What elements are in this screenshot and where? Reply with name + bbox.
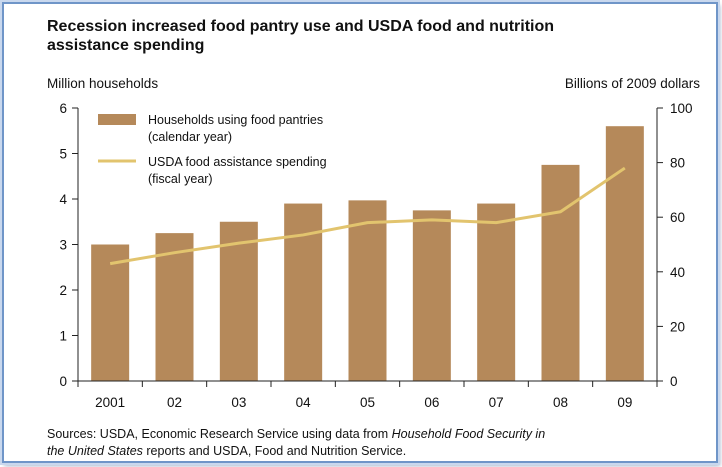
sources-italic-2: the United States (47, 444, 143, 458)
x-tick-label-04: 04 (296, 395, 312, 410)
left-tick-label-2: 2 (59, 283, 67, 298)
x-tick-label-03: 03 (231, 395, 246, 410)
right-tick-label-40: 40 (670, 265, 685, 280)
left-tick-label-1: 1 (59, 329, 67, 344)
chart-title-line2: assistance spending (47, 37, 204, 54)
x-tick-label-08: 08 (553, 395, 568, 410)
bar-03 (219, 221, 258, 381)
bar-09 (605, 126, 644, 381)
legend-label-bars: Households using food pantries (148, 113, 323, 127)
bar-02 (155, 233, 194, 381)
bars-group (91, 126, 644, 381)
left-tick-label-4: 4 (59, 192, 67, 207)
left-axis-label: Million households (47, 76, 158, 91)
x-tick-label-02: 02 (167, 395, 182, 410)
right-tick-label-0: 0 (670, 374, 678, 389)
right-tick-label-20: 20 (670, 319, 685, 334)
left-tick-label-3: 3 (59, 238, 67, 253)
x-tick-label-06: 06 (424, 395, 439, 410)
legend-label-line: USDA food assistance spending (148, 155, 327, 169)
left-tick-label-6: 6 (59, 101, 67, 116)
bar-08 (541, 164, 580, 381)
sources-italic-1: Household Food Security in (392, 427, 546, 441)
bar-05 (348, 200, 387, 381)
left-tick-label-0: 0 (59, 374, 67, 389)
chart-title-line1: Recession increased food pantry use and … (47, 18, 554, 35)
sources-suffix: reports and USDA, Food and Nutrition Ser… (143, 444, 406, 458)
right-tick-label-100: 100 (670, 101, 693, 116)
legend-swatch-bars (98, 114, 136, 125)
x-tick-label-09: 09 (617, 395, 632, 410)
bar-07 (477, 203, 516, 381)
bar-2001 (91, 244, 130, 381)
bar-06 (412, 210, 451, 381)
sources-prefix: Sources: USDA, Economic Research Service… (47, 427, 392, 441)
left-tick-label-5: 5 (59, 147, 67, 162)
legend-sublabel-bars: (calendar year) (148, 130, 232, 144)
x-tick-label-05: 05 (360, 395, 375, 410)
line-layer (109, 166, 626, 266)
right-axis-label: Billions of 2009 dollars (565, 76, 700, 91)
x-tick-label-2001: 2001 (95, 395, 125, 410)
right-tick-label-60: 60 (670, 210, 685, 225)
bar-04 (284, 203, 323, 381)
legend-sublabel-line: (fiscal year) (148, 172, 213, 186)
right-tick-label-80: 80 (670, 156, 685, 171)
sources-line1: Sources: USDA, Economic Research Service… (47, 427, 545, 441)
x-tick-label-07: 07 (489, 395, 504, 410)
legend: Households using food pantries (calendar… (98, 113, 327, 186)
sources-line2: the United States reports and USDA, Food… (47, 444, 406, 458)
